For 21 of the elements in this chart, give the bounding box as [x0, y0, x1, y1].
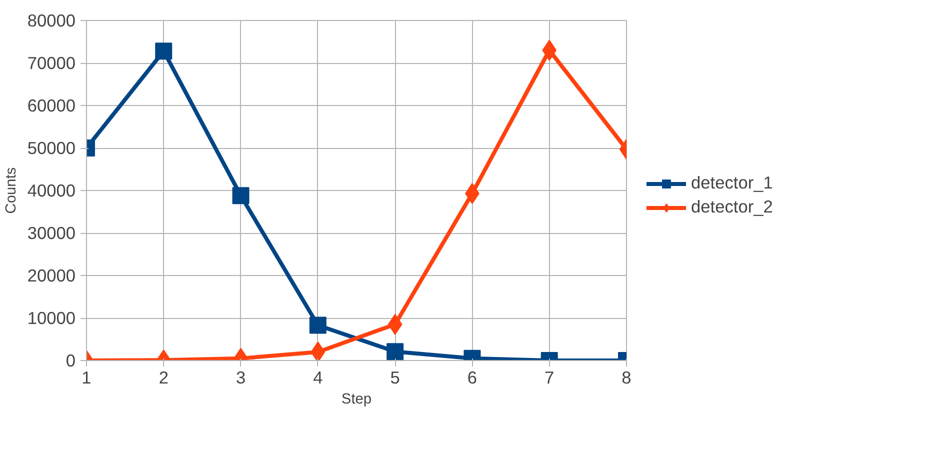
- y-tick-label: 40000: [27, 180, 76, 200]
- x-tick-label: 4: [313, 368, 324, 388]
- y-tick-label: 0: [66, 350, 76, 370]
- x-tick-label: 5: [390, 368, 400, 388]
- y-tick-label: 10000: [27, 308, 76, 328]
- legend-label: detector_2: [691, 196, 773, 218]
- y-tick-label: 20000: [27, 266, 76, 286]
- y-tick-label: 70000: [27, 53, 76, 73]
- y-tick-label: 80000: [27, 10, 76, 30]
- x-tick-label: 7: [544, 368, 554, 388]
- y-axis-title: Counts: [3, 167, 20, 214]
- x-tick-label: 8: [622, 368, 632, 388]
- x-tick-label: 1: [82, 368, 92, 388]
- x-tick-label: 3: [236, 368, 246, 388]
- legend-label: detector_1: [691, 172, 773, 194]
- x-tick-label: 2: [158, 368, 168, 388]
- x-tick-label: 6: [467, 368, 478, 388]
- y-tick-label: 50000: [27, 138, 76, 158]
- y-tick-label: 30000: [27, 223, 76, 243]
- x-axis-title: Step: [341, 392, 372, 408]
- y-tick-label: 60000: [27, 96, 76, 116]
